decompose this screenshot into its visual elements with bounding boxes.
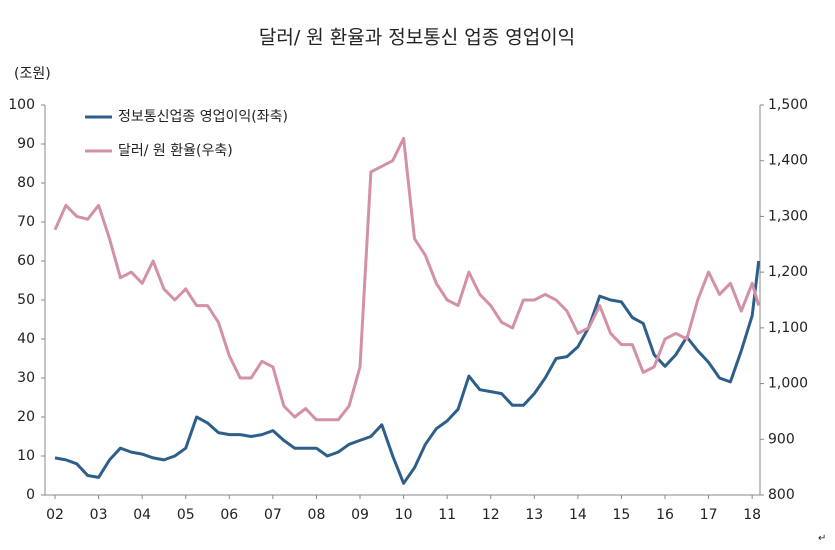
y-tick-label: 100 [8,97,35,113]
series-line [53,136,761,422]
y-tick-label: 20 [17,409,35,425]
y2-tick-label: 1,500 [768,97,808,113]
x-tick-label: 09 [351,507,369,523]
y2-tick-label: 900 [768,431,795,447]
y2-tick-label: 1,300 [768,208,808,224]
y2-tick-label: 1,100 [768,320,808,336]
y-tick-label: 70 [17,214,35,230]
x-tick-label: 16 [656,507,674,523]
x-tick-label: 02 [46,507,64,523]
y-tick-label: 60 [17,253,35,269]
y2-tick-label: 1,200 [768,264,808,280]
legend-label: 정보통신업종 영업이익(좌축) [118,109,288,125]
x-tick-label: 04 [133,507,151,523]
y-unit-label: (조원) [14,66,51,82]
y2-tick-label: 1,400 [768,153,808,169]
x-tick-label: 10 [395,507,413,523]
y-tick-label: 10 [17,448,35,464]
x-tick-label: 03 [90,507,108,523]
x-tick-label: 17 [700,507,718,523]
y-tick-label: 0 [26,487,35,503]
y-tick-label: 40 [17,331,35,347]
x-tick-label: 18 [743,507,761,523]
y-tick-label: 50 [17,292,35,308]
y2-tick-label: 800 [768,487,795,503]
y-tick-label: 80 [17,175,35,191]
chart-title: 달러/ 원 환율과 정보통신 업종 영업이익 [259,27,575,49]
x-tick-label: 11 [438,507,456,523]
x-tick-label: 05 [177,507,195,523]
x-tick-label: 08 [308,507,326,523]
x-tick-label: 14 [569,507,587,523]
x-tick-label: 07 [264,507,282,523]
x-tick-label: 12 [482,507,500,523]
x-tick-label: 13 [525,507,543,523]
x-tick-label: 15 [613,507,631,523]
end-mark: ↵ [818,533,826,544]
y2-tick-label: 1,000 [768,376,808,392]
y-tick-label: 30 [17,370,35,386]
x-tick-label: 06 [220,507,238,523]
y-tick-label: 90 [17,136,35,152]
legend-label: 달러/ 원 환율(우축) [118,143,233,159]
series-line [54,260,761,485]
